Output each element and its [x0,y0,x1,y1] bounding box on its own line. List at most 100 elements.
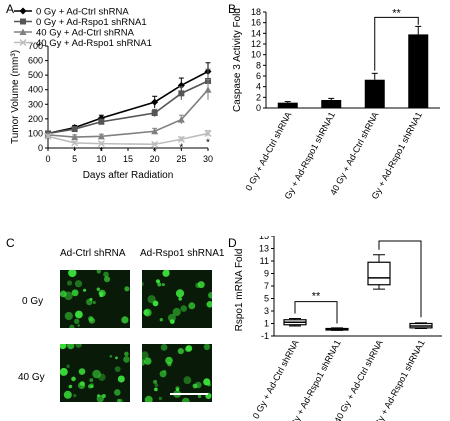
fluorescent-cell [167,362,172,367]
panel-a-letter: A [6,2,15,16]
bar-0-gy-ad-ctrl-shrna [277,102,298,108]
significance-bracket [378,240,422,318]
fluorescent-cell [68,384,73,389]
fluorescent-cell [195,282,201,288]
fluorescent-cell [203,344,211,351]
y-tick-label: -1 [261,331,269,341]
box-0-gy-ad-rspo1-shrna1 [325,327,349,331]
fluorescent-cell [60,367,68,376]
panel-b-letter: B [228,2,237,16]
micrograph-cells-40gy-ctrl [60,344,130,402]
fluorescent-cell [142,358,146,366]
series-0-gy-ad-rspo1-shrna1 [45,68,211,137]
x-tick-label: 25 [176,154,186,164]
significance-bracket [294,301,338,324]
fluorescent-cell [92,300,96,305]
fluorescent-cell [185,345,193,352]
micrograph-40gy-rspo1 [142,344,212,402]
data-point [204,86,212,93]
significance-star: * [73,145,77,156]
fluorescent-cell [184,346,191,352]
fluorescent-cell [78,381,86,389]
bar-40-gy-ad-rspo1-shrna1 [408,34,429,108]
fluorescent-cell [71,376,76,382]
fluorescent-cell [188,302,196,310]
fluorescent-cell [169,319,175,324]
fluorescent-cell [96,270,101,274]
fluorescent-cell [67,344,75,350]
series-40-gy-ad-ctrl-shrna [44,79,212,141]
fluorescent-cell [154,383,159,387]
x-tick-label: 20 [150,154,160,164]
significance-star: * [179,142,183,153]
fluorescent-cell [155,279,161,284]
fluorescent-cell [142,282,144,286]
series-40-gy-ad-rspo1-shrna1 [44,129,212,148]
fluorescent-cell [147,295,156,304]
micrograph-cells-40gy-rspo1 [142,344,212,402]
y-tick-label: 3 [264,306,269,316]
legend-marker [19,7,27,15]
fluorescent-cell [73,394,77,398]
fluorescent-cell [114,366,121,372]
fluorescent-cell [89,378,94,382]
legend-label: 0 Gy + Ad-Ctrl shRNA [36,7,129,18]
fluorescent-cell [159,318,163,322]
micrograph-cells-0gy-ctrl [60,270,130,328]
significance-star: * [153,147,157,158]
y-tick-label: 8 [256,60,261,70]
significance-star: * [206,137,210,148]
fluorescent-cell [71,289,79,297]
series-0-gy-ad-ctrl-shrna [44,62,212,137]
data-point [98,118,105,125]
y-tick-label: 4 [256,82,261,92]
column-label-rspo1: Ad-Rspo1 shRNA1 [140,248,225,259]
data-point [204,129,212,137]
fluorescent-cell [154,387,158,392]
series-line [47,89,209,138]
fluorescent-cell [159,370,167,378]
y-tick-label: 500 [28,70,43,80]
significance-label: ** [312,291,321,303]
fluorescent-cell [115,356,118,360]
fluorescent-cell [183,376,192,385]
y-tick-label: 200 [28,114,43,124]
fluorescent-cell [178,297,182,301]
y-tick-label: 7 [264,281,269,291]
fluorescent-cell [75,310,83,319]
fluorescent-cell [104,276,110,283]
series-line [47,132,209,146]
micrograph-0gy-ctrl [60,270,130,328]
legend-label: 40 Gy + Ad-Ctrl shRNA [36,28,135,39]
fluorescent-cell [117,375,125,383]
box-40-gy-ad-ctrl-shrna [367,254,391,290]
fluorescent-cell [66,364,70,369]
y-axis-title: Rspo1 mRNA Fold [234,249,245,332]
fluorescent-cell [152,300,159,307]
y-tick-label: 100 [28,128,43,138]
fluorescent-cell [177,348,184,355]
legend-marker [19,28,27,35]
x-tick-label: 5 [72,154,77,164]
micrograph-cells-0gy-rspo1 [142,270,212,324]
y-axis-title: Tumor Volume (mm³) [10,50,21,144]
fluorescent-cell [87,384,93,389]
y-tick-label: 6 [256,71,261,81]
y-tick-label: 600 [28,56,43,66]
y-tick-label: 5 [264,294,269,304]
box-body [367,261,391,286]
category-label: 0 Gy + Ad-Ctrl shRNA [243,110,293,192]
fluorescent-cell [89,297,93,301]
legend-label: 0 Gy + Ad-Rspo1 shRNA1 [36,17,147,28]
data-point [151,127,159,135]
fluorescent-cell [203,378,211,386]
data-point [71,126,78,133]
panel-c-letter: C [6,236,15,250]
fluorescent-cell [166,270,170,273]
series-line [47,70,209,135]
data-point [178,90,185,97]
fluorescent-cell [123,356,130,363]
x-tick-label: 0 [45,154,50,164]
y-axis-title: Caspase 3 Activity Fold [232,8,243,112]
